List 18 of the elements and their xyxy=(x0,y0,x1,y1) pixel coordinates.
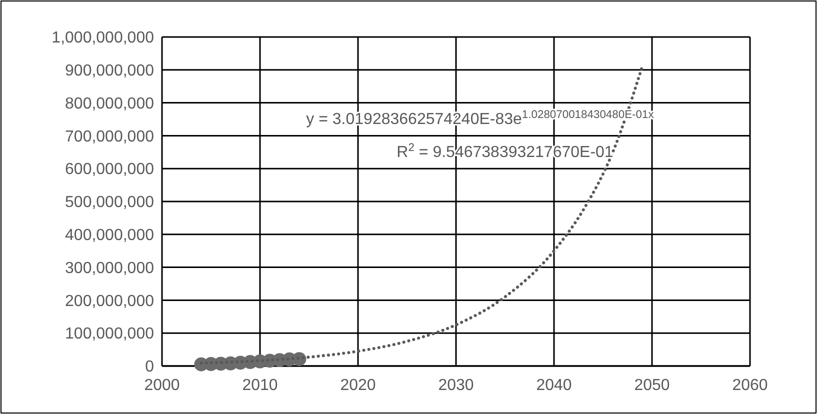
y-tick-label: 300,000,000 xyxy=(65,260,154,277)
y-tick-label: 100,000,000 xyxy=(65,326,154,343)
x-tick-label: 2040 xyxy=(536,377,572,394)
y-tick-label: 0 xyxy=(145,358,154,376)
x-tick-label: 2020 xyxy=(340,377,376,394)
y-tick-label: 200,000,000 xyxy=(65,292,154,310)
y-tick-label: 900,000,000 xyxy=(65,62,154,80)
y-tick-label: 800,000,000 xyxy=(65,95,154,112)
y-tick-label: 700,000,000 xyxy=(65,128,154,146)
y-tick-label: 600,000,000 xyxy=(65,161,154,178)
y-tick-label: 500,000,000 xyxy=(65,194,154,212)
x-tick-label: 2050 xyxy=(634,377,670,394)
x-tick-label: 2010 xyxy=(242,377,278,394)
x-tick-label: 2000 xyxy=(144,377,180,394)
y-tick-label: 400,000,000 xyxy=(65,227,154,244)
x-tick-label: 2030 xyxy=(438,377,474,394)
x-tick-label: 2060 xyxy=(732,377,768,394)
y-tick-label: 1,000,000,000 xyxy=(52,30,154,47)
